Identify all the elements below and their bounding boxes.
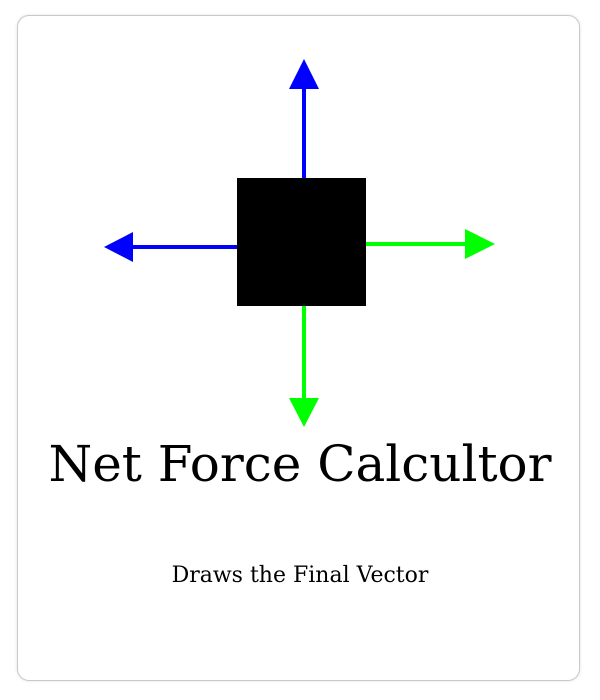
object-block — [237, 178, 366, 306]
vector-up-arrowhead — [289, 59, 319, 89]
vector-down-arrowhead — [289, 398, 319, 427]
vector-left-arrowhead — [104, 232, 133, 262]
force-vector-left — [104, 232, 238, 262]
force-vector-up — [289, 59, 319, 179]
page-title: Net Force Calcultor — [48, 435, 552, 493]
vector-right-arrowhead — [465, 229, 495, 259]
force-vector-right — [364, 229, 495, 259]
force-diagram — [104, 59, 495, 427]
force-vector-down — [289, 305, 319, 427]
card — [17, 15, 580, 681]
page-subtitle: Draws the Final Vector — [171, 563, 429, 588]
